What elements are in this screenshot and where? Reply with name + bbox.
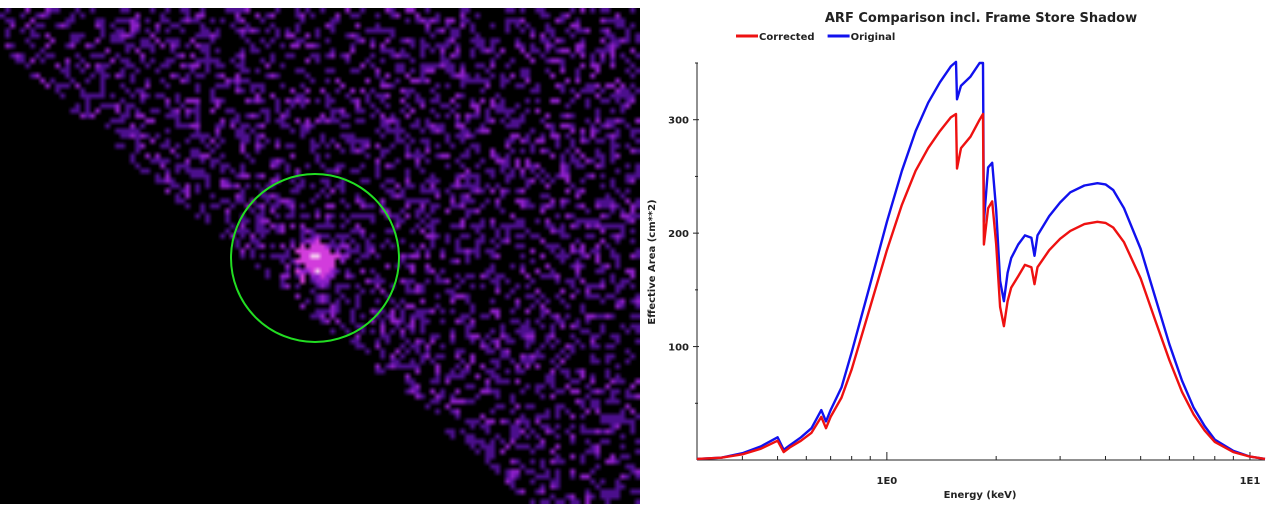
sky-image-panel[interactable] — [0, 8, 640, 504]
chart-legend: Corrected Original — [736, 32, 895, 43]
y-tick-label: 300 — [668, 116, 689, 127]
y-tick-label: 100 — [668, 343, 689, 354]
legend-label-corrected: Corrected — [759, 32, 815, 43]
arf-chart-panel: ARF Comparison incl. Frame Store Shadow … — [640, 0, 1280, 512]
x-tick-label: 1E1 — [1240, 476, 1261, 487]
legend-label-original: Original — [851, 32, 896, 43]
chart-title: ARF Comparison incl. Frame Store Shadow — [825, 11, 1137, 26]
y-tick-label: 200 — [668, 229, 689, 240]
x-tick-label: 1E0 — [876, 476, 897, 487]
series-layer — [696, 60, 1266, 461]
series-line-original — [696, 60, 1266, 461]
x-axis-label: Energy (keV) — [944, 490, 1017, 501]
series-line-corrected — [696, 112, 1266, 461]
sky-image-canvas — [0, 8, 640, 504]
arf-chart: ARF Comparison incl. Frame Store Shadow … — [647, 11, 1266, 501]
y-axis-label: Effective Area (cm**2) — [647, 199, 658, 324]
chart-axes: 100 200 300 1E0 1E1 — [668, 62, 1265, 487]
